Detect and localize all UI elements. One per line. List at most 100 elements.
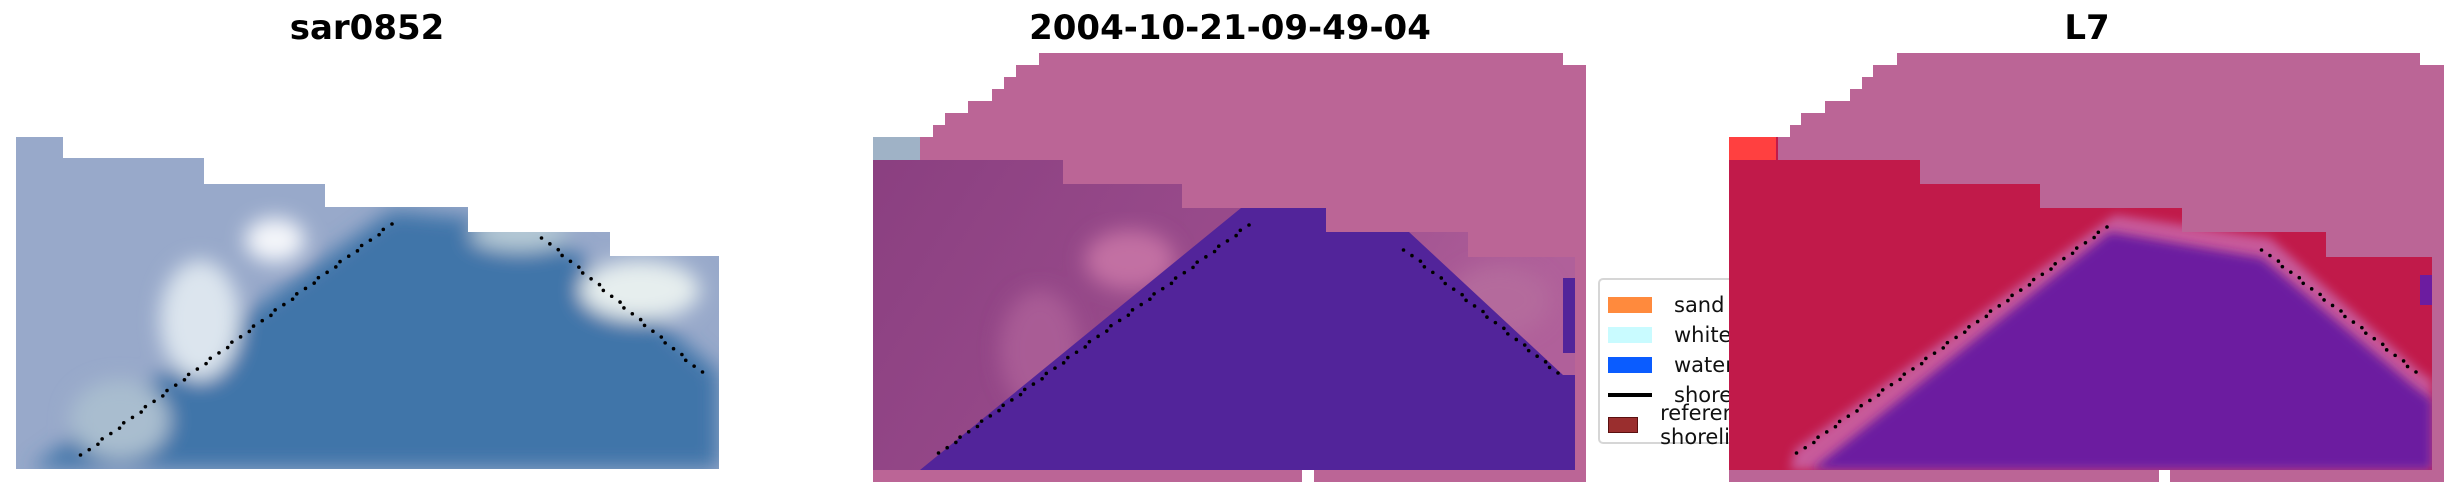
shoreline-point bbox=[2360, 325, 2364, 330]
shoreline-point bbox=[1439, 276, 1444, 280]
shoreline-point bbox=[609, 294, 614, 299]
shoreline-point bbox=[1472, 304, 1477, 308]
shoreline-point bbox=[290, 297, 295, 302]
shoreline-point bbox=[2259, 248, 2264, 252]
classified-image-panel bbox=[873, 53, 1586, 482]
shoreline-point bbox=[1859, 403, 1863, 408]
shoreline-point bbox=[1868, 398, 1872, 403]
shoreline-point bbox=[1451, 287, 1456, 291]
legend-label: water bbox=[1674, 353, 1734, 377]
shoreline-point bbox=[1053, 366, 1057, 370]
shoreline-point bbox=[2301, 281, 2306, 286]
shoreline-point bbox=[2343, 314, 2347, 319]
shoreline-point bbox=[2393, 353, 2397, 358]
shoreline-point bbox=[260, 318, 265, 323]
shoreline-point bbox=[1464, 298, 1468, 303]
shoreline-point bbox=[165, 388, 169, 393]
shoreline-point bbox=[2276, 259, 2281, 263]
shoreline-point bbox=[2074, 246, 2079, 250]
shoreline-point bbox=[2006, 298, 2010, 303]
shoreline-point bbox=[1911, 367, 1915, 371]
shoreline-point bbox=[1422, 264, 1427, 269]
shoreline-point bbox=[316, 275, 321, 280]
shoreline-point bbox=[2351, 320, 2356, 324]
shoreline-point bbox=[204, 361, 208, 366]
shoreline-point bbox=[1195, 260, 1199, 264]
shoreline-point bbox=[1074, 350, 1079, 355]
shoreline-point bbox=[1225, 239, 1230, 243]
shoreline-point bbox=[121, 420, 126, 425]
legend-item-water: water bbox=[1608, 350, 1796, 380]
shoreline-line-swatch bbox=[1608, 393, 1652, 397]
shoreline-point bbox=[1889, 382, 1894, 387]
shoreline-point bbox=[1238, 228, 1243, 233]
shoreline-point bbox=[2268, 253, 2272, 258]
shoreline-point bbox=[1418, 259, 1423, 263]
shoreline-point bbox=[2105, 225, 2109, 229]
shoreline-point bbox=[1902, 372, 1907, 376]
shoreline-point bbox=[1967, 325, 1971, 329]
shoreline-point bbox=[2010, 293, 2014, 298]
legend-item-sand: sand bbox=[1608, 290, 1796, 320]
shoreline-point bbox=[945, 445, 949, 450]
shoreline-point bbox=[1061, 361, 1066, 365]
shoreline-point bbox=[96, 442, 100, 447]
panel-title-mndwi: L7 bbox=[2064, 8, 2110, 48]
shoreline-point bbox=[2062, 256, 2066, 261]
shoreline-point bbox=[700, 370, 705, 374]
shoreline-point bbox=[1169, 281, 1174, 286]
shoreline-point bbox=[109, 431, 113, 436]
shoreline-point bbox=[1547, 365, 1552, 370]
shoreline-point bbox=[1556, 371, 1560, 375]
shoreline-point bbox=[1919, 361, 1924, 366]
shoreline-point bbox=[1460, 292, 1464, 297]
shoreline-point bbox=[1984, 314, 1989, 319]
shoreline-point bbox=[1130, 308, 1135, 312]
shoreline-point bbox=[2384, 348, 2389, 352]
shoreline-point bbox=[2096, 230, 2101, 235]
shoreline-point bbox=[1160, 286, 1165, 291]
shoreline-point bbox=[217, 351, 221, 355]
legend-label: sand bbox=[1674, 293, 1725, 317]
shoreline-point bbox=[630, 311, 635, 316]
shoreline-point bbox=[1975, 319, 1980, 324]
shoreline-point bbox=[671, 346, 676, 351]
shoreline-point bbox=[663, 341, 667, 345]
shoreline-point bbox=[238, 335, 243, 339]
shoreline-point bbox=[2322, 298, 2326, 302]
shoreline-point bbox=[182, 377, 187, 382]
shoreline-point bbox=[130, 415, 135, 420]
shoreline-point bbox=[359, 243, 364, 248]
shoreline-point bbox=[1139, 302, 1144, 307]
shoreline-point bbox=[1833, 424, 1838, 429]
shoreline-point bbox=[1855, 409, 1859, 413]
shoreline-point bbox=[325, 270, 329, 275]
shoreline-point bbox=[954, 440, 958, 445]
shoreline-point bbox=[1173, 276, 1178, 280]
shoreline-point bbox=[580, 271, 585, 275]
shoreline-point bbox=[2289, 270, 2293, 274]
shoreline-point bbox=[1924, 356, 1928, 361]
shoreline-point bbox=[589, 276, 593, 281]
shoreline-point bbox=[2053, 261, 2057, 266]
shoreline-point bbox=[2070, 251, 2075, 256]
shoreline-point bbox=[1481, 309, 1485, 314]
shoreline-point bbox=[1522, 343, 1527, 347]
shoreline-point bbox=[2309, 287, 2314, 291]
shoreline-point bbox=[1044, 371, 1049, 376]
shoreline-point bbox=[2401, 359, 2406, 363]
shoreline-point bbox=[390, 222, 394, 226]
shoreline-point bbox=[1816, 435, 1820, 440]
shoreline-point bbox=[100, 437, 104, 441]
shoreline-point bbox=[1443, 281, 1448, 286]
shoreline-point bbox=[1087, 339, 1092, 344]
shoreline-point bbox=[2083, 240, 2088, 245]
shoreline-point bbox=[1812, 440, 1816, 445]
shoreline-point bbox=[152, 399, 156, 404]
shoreline-point bbox=[1898, 377, 1902, 382]
shoreline-point bbox=[1876, 393, 1881, 397]
shoreline-point bbox=[368, 238, 373, 242]
panel-title-rgb: sar0852 bbox=[289, 8, 445, 48]
shoreline-point bbox=[577, 265, 581, 269]
shoreline-point bbox=[346, 254, 351, 259]
